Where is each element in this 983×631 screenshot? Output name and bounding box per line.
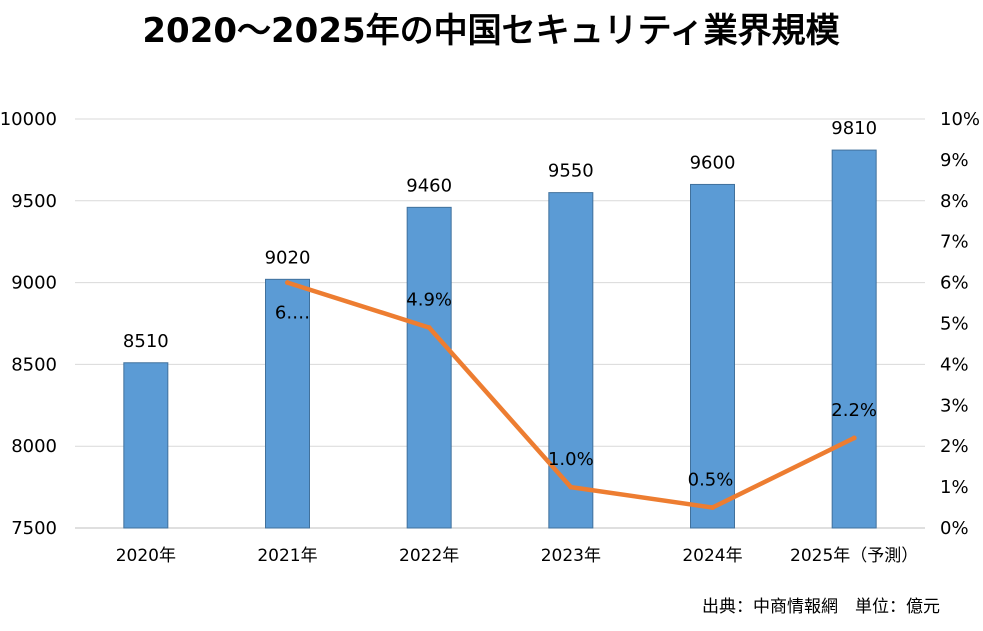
line-data-label: 6.… <box>275 303 310 324</box>
y-right-tick-label: 9% <box>940 150 969 171</box>
bar <box>548 192 594 529</box>
bar-data-label: 8510 <box>123 331 169 352</box>
y-left-tick-label: 9000 <box>11 273 57 294</box>
x-tick-label: 2021年 <box>257 546 317 566</box>
growth-rate-point <box>851 435 857 441</box>
bar-data-label: 9600 <box>690 152 736 173</box>
y-left-tick-label: 8500 <box>11 354 57 375</box>
y-right-tick-label: 8% <box>940 191 969 212</box>
y-right-tick-label: 1% <box>940 477 969 498</box>
x-tick-label: 2022年 <box>399 546 459 566</box>
y-left-tick-label: 10000 <box>0 109 57 130</box>
right-y-axis: 0% 1% 2% 3% 4% 5% 6% 7% 8% 9% 10% <box>940 109 980 539</box>
x-tick-label: 2025年（予測） <box>790 546 918 566</box>
line-data-label: 4.9% <box>406 290 452 311</box>
bar <box>123 362 169 529</box>
bar-data-label: 9020 <box>265 247 311 268</box>
source-note: 出典：中商情報網 単位：億元 <box>702 597 940 617</box>
left-y-axis: 7500 8000 8500 9000 9500 10000 <box>0 109 57 539</box>
bar-data-label: 9550 <box>548 161 594 182</box>
line-data-labels: 6.… 4.9% 1.0% 0.5% 2.2% <box>275 290 877 491</box>
growth-rate-point <box>568 484 574 490</box>
growth-rate-point <box>285 280 290 286</box>
line-data-label: 1.0% <box>548 449 594 470</box>
y-left-tick-label: 7500 <box>11 518 57 539</box>
y-right-tick-label: 0% <box>940 518 969 539</box>
bar-data-label: 9810 <box>831 118 877 139</box>
y-right-tick-label: 10% <box>940 109 980 130</box>
chart-title: 2020～2025年の中国セキュリティ業界規模 <box>142 11 839 51</box>
line-data-label: 0.5% <box>688 470 734 491</box>
y-right-tick-label: 2% <box>940 436 969 457</box>
line-data-label: 2.2% <box>831 400 877 421</box>
bar-series <box>123 149 877 529</box>
bar-data-labels: 8510 9020 9460 9550 9600 9810 <box>123 118 877 352</box>
x-tick-label: 2024年 <box>682 546 742 566</box>
bar <box>406 206 452 529</box>
bar <box>265 278 310 529</box>
y-right-tick-label: 3% <box>940 395 969 416</box>
bar-data-label: 9460 <box>406 175 452 196</box>
x-tick-label: 2020年 <box>116 546 176 566</box>
y-left-tick-label: 8000 <box>11 436 57 457</box>
y-right-tick-label: 6% <box>940 273 969 294</box>
y-right-tick-label: 5% <box>940 314 969 335</box>
line-series <box>285 280 857 511</box>
y-right-tick-label: 7% <box>940 232 969 253</box>
growth-rate-point <box>710 505 715 511</box>
y-right-tick-label: 4% <box>940 354 969 375</box>
y-left-tick-label: 9500 <box>11 191 57 212</box>
x-axis: 2020年 2021年 2022年 2023年 2024年 2025年（予測） <box>116 546 919 566</box>
x-tick-label: 2023年 <box>541 546 601 566</box>
bar <box>831 149 877 529</box>
growth-rate-point <box>426 325 432 331</box>
bar <box>690 183 735 529</box>
gridlines <box>75 118 925 529</box>
